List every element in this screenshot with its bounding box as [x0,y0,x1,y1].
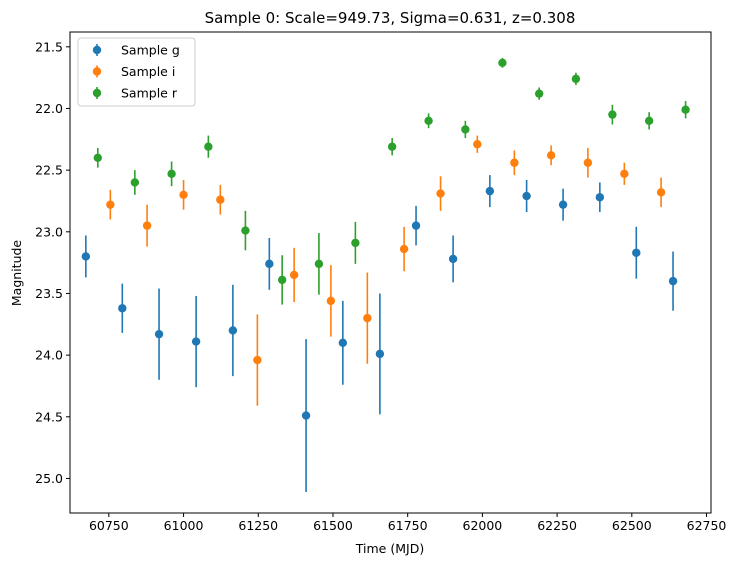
data-point [314,259,324,269]
y-tick-label: 24.5 [35,409,63,424]
data-point [571,74,581,84]
data-point [301,411,311,420]
data-point [461,125,470,134]
series-sample-g [81,175,678,493]
data-point [118,304,127,313]
x-tick-label: 61250 [238,518,278,533]
series-sample-i [106,135,666,406]
legend-box [77,37,196,107]
data-point [620,169,629,179]
data-point [351,238,360,248]
legend-marker [92,45,102,55]
data-point [546,151,556,160]
legend-label: Sample g [121,43,180,58]
y-tick-label: 22.0 [35,101,63,116]
data-point [93,153,102,162]
legend-marker [92,88,102,98]
data-layer [81,57,690,493]
data-point [632,248,641,257]
series-sample-r [93,57,690,305]
data-point [191,337,201,346]
legend-item: Sample g [92,43,180,58]
data-point [326,296,336,306]
data-point [656,188,666,197]
x-tick-label: 62000 [463,518,503,533]
legend-label: Sample i [121,64,175,79]
data-point [498,58,507,68]
data-point [228,326,238,335]
data-point [534,89,544,98]
data-point [375,349,385,359]
data-point [558,200,568,209]
legend-item: Sample i [92,64,175,79]
data-point [277,275,287,285]
data-point [608,110,617,119]
y-tick-label: 23.5 [35,286,63,301]
x-tick-label: 61750 [388,518,428,533]
legend-label: Sample r [121,86,178,101]
data-point [424,116,433,126]
y-axis-label: Magnitude [9,240,24,307]
legend: Sample g Sample i Sample r [77,37,196,107]
data-point [204,142,213,151]
data-point [106,200,115,209]
data-point [265,259,274,269]
data-point [142,221,152,230]
x-axis-label: Time (MJD) [355,541,424,556]
data-point [81,252,91,261]
data-point [681,105,690,114]
x-tick-label: 61000 [164,518,204,533]
data-point [668,276,678,286]
data-point [363,313,372,323]
legend-marker [92,67,102,76]
y-tick-label: 24.0 [35,348,63,363]
data-point [387,142,397,151]
data-point [473,140,482,149]
chart-title: Sample 0: Scale=949.73, Sigma=0.631, z=0… [205,9,576,27]
x-tick-label: 60750 [89,518,129,533]
y-tick-label: 22.5 [35,163,63,178]
data-point [289,270,299,280]
y-tick-label: 21.5 [35,39,63,54]
data-point [411,221,421,230]
data-point [595,193,605,202]
plot-frame [69,31,712,514]
x-tick-label: 62750 [687,518,727,533]
y-tick-label: 25.0 [35,471,63,486]
x-tick-label: 62500 [612,518,652,533]
data-point [338,338,348,347]
y-axis-ticks: 21.5 22.0 22.5 23.0 23.5 24.0 24.5 25.0 [35,39,70,486]
data-point [485,186,495,196]
data-point [522,191,531,201]
data-point [253,355,262,365]
x-tick-label: 61500 [313,518,353,533]
data-point [436,189,445,198]
data-point [241,226,250,235]
x-tick-label: 62250 [537,518,577,533]
data-point [644,116,654,126]
data-point [448,254,458,264]
legend-item: Sample r [92,86,178,101]
data-point [154,329,164,339]
x-axis-ticks: 60750 61000 61250 61500 61750 62000 62250 62500… [89,513,726,533]
data-point [216,195,225,204]
y-tick-label: 23.0 [35,224,63,239]
data-point [583,158,593,167]
data-point [399,244,409,254]
data-point [167,169,176,179]
data-point [179,190,188,199]
data-point [130,178,140,187]
data-point [510,158,519,167]
